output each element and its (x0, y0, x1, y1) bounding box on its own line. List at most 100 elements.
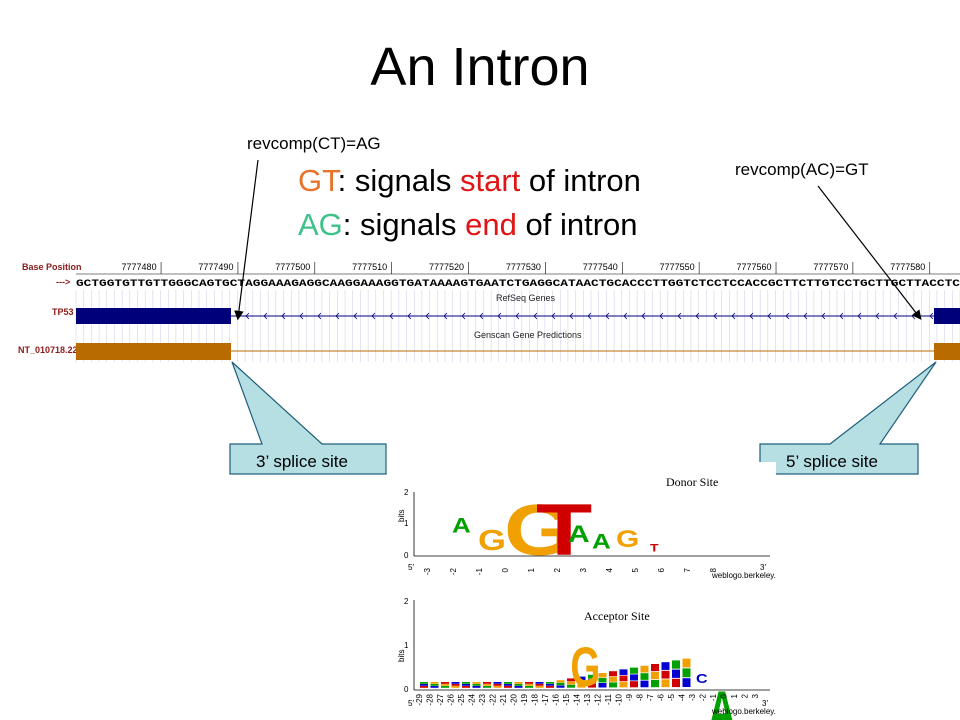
acceptor-position-label: -17 (541, 693, 550, 705)
acceptor-small-mark (420, 684, 428, 686)
acceptor-small-mark (504, 682, 512, 684)
acceptor-small-mark (588, 679, 596, 684)
acceptor-small-mark (651, 680, 659, 688)
gt-keyword: start (459, 163, 521, 198)
acceptor-small-mark (493, 682, 502, 684)
chevron (389, 312, 394, 320)
acceptor-small-mark (556, 685, 565, 688)
acceptor-position-label: -23 (478, 693, 487, 705)
donor-ytick-2: 2 (404, 488, 409, 497)
chevron (569, 312, 574, 320)
acceptor-title: Acceptor Site (584, 609, 650, 623)
chevron (875, 312, 880, 320)
acceptor-small-mark (514, 686, 523, 688)
acceptor-position-label: 3 (751, 693, 760, 698)
acceptor-small-mark (577, 676, 586, 681)
acceptor-small-mark (483, 682, 491, 684)
acceptor-position-label: -16 (552, 693, 561, 705)
donor-ytick-1: 1 (404, 519, 409, 528)
acceptor-small-mark (567, 681, 575, 685)
acceptor-ytick-1: 1 (404, 641, 409, 650)
chevron (335, 312, 340, 320)
donor-position-label: 3 (579, 567, 588, 572)
acceptor-position-ticks: -29 -28 -27 -26 -25 -24 -23 -22 -21 -20 -19 -18 -17-… (415, 693, 760, 705)
right-revcomp-annotation: revcomp(AC)=GT (735, 160, 869, 179)
acceptor-small-mark (462, 682, 470, 684)
acceptor-small-mark (651, 672, 659, 680)
position-label: 7777500 (275, 262, 310, 272)
acceptor-position-label: -24 (468, 693, 477, 705)
chevron (731, 312, 736, 320)
acceptor-small-mark (598, 673, 607, 678)
acceptor-small-mark (535, 686, 544, 688)
chevron (353, 312, 358, 320)
acceptor-position-label: -28 (426, 693, 435, 705)
acceptor-small-mark (640, 673, 649, 680)
acceptor-small-mark (451, 686, 460, 688)
acceptor-small-mark (441, 684, 449, 686)
acceptor-small-mark (598, 678, 607, 683)
donor-title: Donor Site (666, 475, 718, 489)
acceptor-position-label: -14 (573, 693, 582, 705)
acceptor-small-mark (609, 671, 617, 677)
acceptor-small-mark (661, 662, 670, 670)
ag-tail: of intron (516, 207, 638, 242)
position-label: 7777480 (122, 262, 157, 272)
acceptor-three-prime: 3′ (762, 699, 768, 708)
chevron (281, 312, 286, 320)
gt-text: : signals (337, 163, 460, 198)
base-gridlines (75, 290, 960, 362)
acceptor-small-mark (472, 686, 481, 688)
chevron (767, 312, 772, 320)
right-splice-callout-text: 5’ splice site (786, 452, 878, 471)
acceptor-small-mark (451, 684, 460, 686)
gt-tail: of intron (520, 163, 641, 198)
acceptor-small-mark (567, 684, 575, 688)
acceptor-small-mark (661, 679, 670, 688)
tp53-exon-left (76, 308, 231, 324)
acceptor-small-mark (441, 682, 449, 684)
donor-letter-a: A (452, 514, 471, 537)
acceptor-small-mark (672, 660, 680, 669)
acceptor-small-mark (535, 684, 544, 686)
acceptor-small-mark (682, 678, 691, 688)
chevron (857, 312, 862, 320)
chevron (425, 312, 430, 320)
acceptor-small-mark (546, 682, 554, 684)
acceptor-small-mark (535, 682, 544, 684)
acceptor-small-mark (420, 682, 428, 684)
donor-position-label: 2 (553, 567, 562, 572)
acceptor-position-label: -15 (562, 693, 571, 705)
acceptor-small-mark (577, 680, 586, 684)
donor-ytick-0: 0 (404, 551, 409, 560)
donor-position-label: 1 (527, 567, 536, 572)
chevron (371, 312, 376, 320)
donor-position-label: 7 (683, 567, 692, 572)
acceptor-small-mark (493, 684, 502, 686)
donor-position-label: 8 (709, 567, 718, 572)
chevron (839, 312, 844, 320)
acceptor-position-label: -9 (625, 693, 634, 701)
acceptor-position-label: -18 (531, 693, 540, 705)
donor-letter-g3: G (616, 525, 639, 552)
donor-logo: Donor Site bits 0 1 2 A G G T A A G T -3… (397, 475, 776, 580)
base-position-label: Base Position (22, 262, 82, 272)
chevron (461, 312, 466, 320)
donor-position-label: -2 (449, 567, 458, 575)
acceptor-small-mark (462, 684, 470, 686)
chevron (515, 312, 520, 320)
acceptor-small-mark (483, 686, 491, 688)
ag-label: AG (298, 207, 343, 242)
left-splice-callout (229, 361, 387, 475)
chevron (929, 312, 934, 320)
acceptor-position-label: -20 (510, 693, 519, 705)
position-ticks: 7777480 7777490 7777500 7777510 7777520 77775… (122, 262, 931, 274)
genome-browser-panel: Base Position ---> 7777480 7777490 7777500… (16, 252, 960, 372)
left-annotation-arrow (234, 159, 259, 321)
acceptor-small-mark (514, 682, 523, 684)
donor-position-label: 4 (605, 567, 614, 572)
acceptor-small-mark (619, 681, 628, 688)
position-label: 7777550 (660, 262, 695, 272)
donor-position-label: 0 (501, 567, 510, 572)
acceptor-position-label: -3 (688, 693, 697, 701)
